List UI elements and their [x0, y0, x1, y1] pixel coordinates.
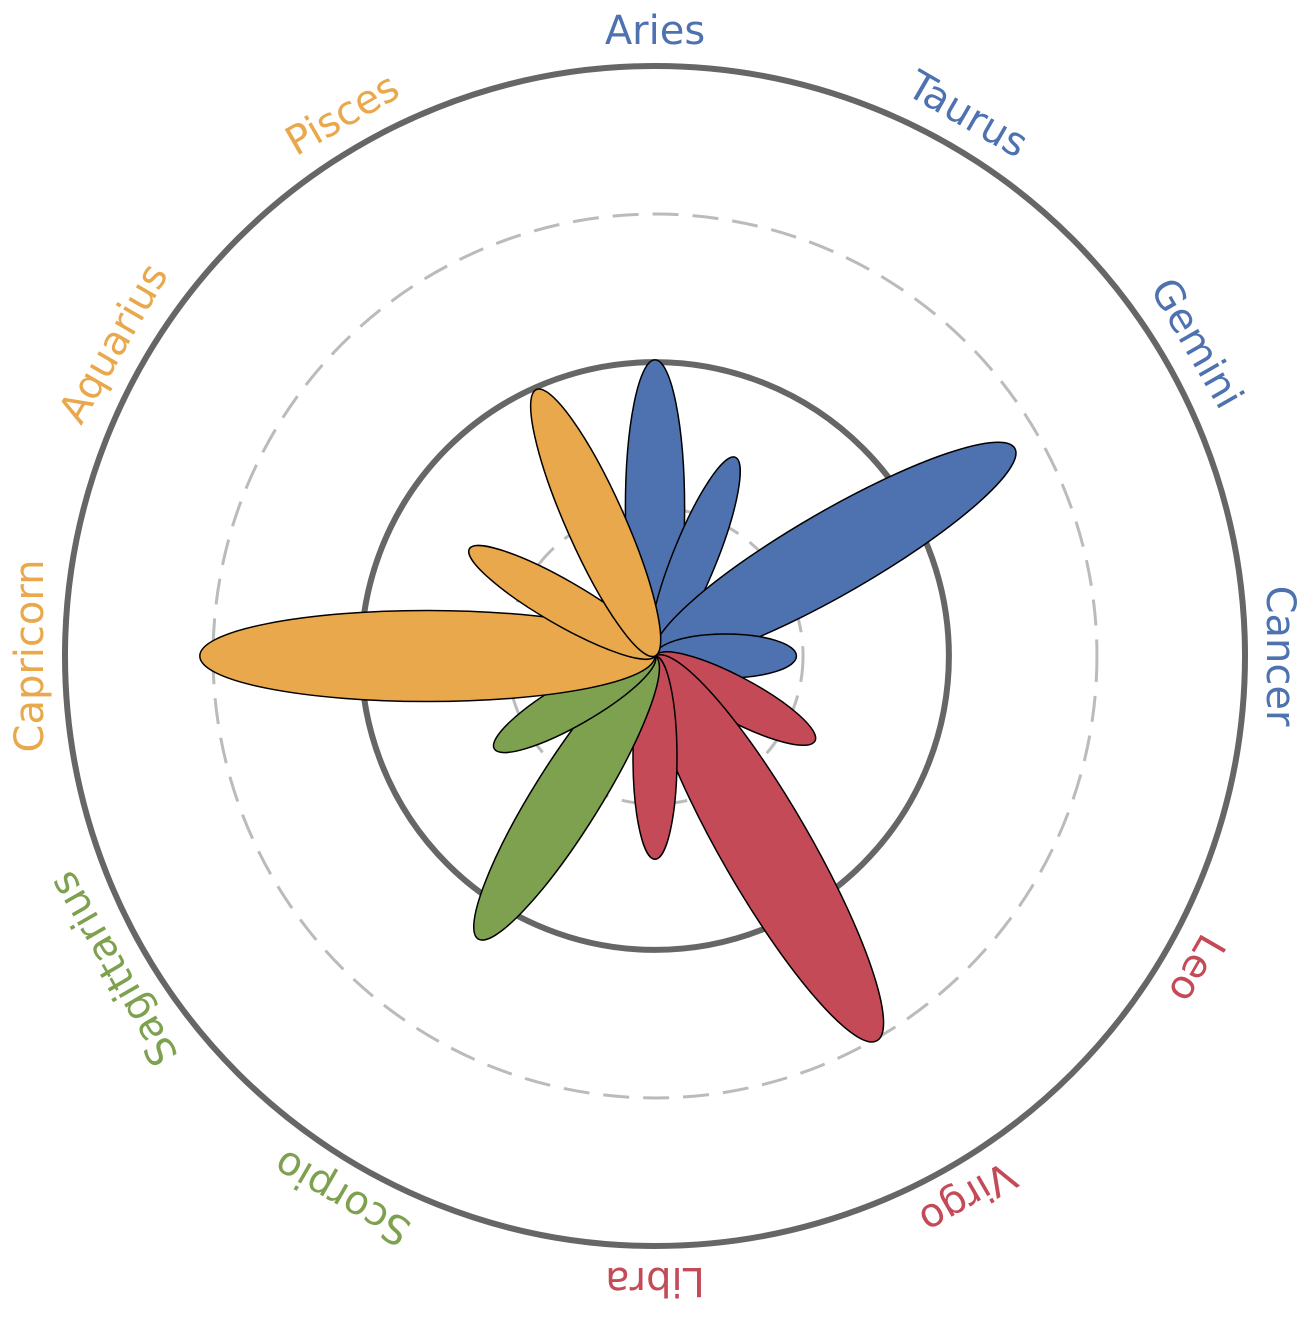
- petal-11: [529, 388, 662, 658]
- solid-ring-3: [62, 63, 1248, 1249]
- sign-label-aquarius: Aquarius: [50, 256, 178, 431]
- sign-label-capricorn: Capricorn: [7, 560, 53, 753]
- dashed-ring-2: [211, 212, 1099, 1100]
- sign-label-taurus: Taurus: [899, 62, 1036, 167]
- petals: [199, 359, 1017, 1043]
- sign-label-pisces: Pisces: [278, 64, 407, 165]
- sign-label-virgo: Virgo: [911, 1152, 1023, 1243]
- sign-label-cancer: Cancer: [1257, 586, 1303, 727]
- sign-label-libra: Libra: [605, 1258, 705, 1304]
- sign-label-aries: Aries: [605, 8, 705, 54]
